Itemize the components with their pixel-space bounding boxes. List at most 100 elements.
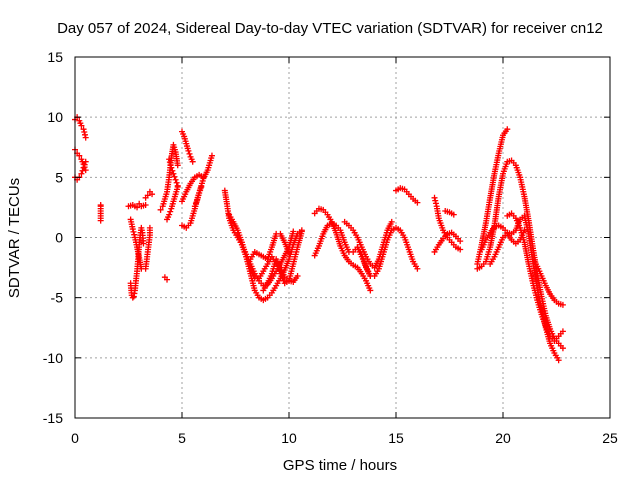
series-arc-ab [431,194,464,253]
data-point-interp [173,179,180,186]
data-point-interp [197,186,204,193]
data-point-interp [79,167,86,174]
y-axis-label: SDTVAR / TECUs [6,178,23,298]
data-point-interp [131,231,138,238]
series-arc-z [354,244,374,280]
series-arc-m [166,156,181,189]
data-point [170,170,177,177]
data-point-interp [432,200,439,207]
series-arc-w [311,220,421,280]
data-point [504,126,511,133]
x-tick-label: 0 [71,430,79,446]
data-point-interp [192,200,199,207]
data-point [290,228,297,235]
data-point [140,240,147,247]
series-arc-q [191,183,205,210]
data-point-interp [167,161,174,168]
data-point [559,328,566,335]
data-point [367,273,374,280]
series-arc-af [474,157,566,352]
series-arc-aj [529,256,566,308]
series-arc-y [341,218,395,271]
data-point [185,147,192,154]
data-point [559,301,566,308]
series-arc-n [179,128,196,165]
series-arc-g [127,216,145,272]
data-point-interp [166,159,173,166]
series-arc-k [157,141,181,213]
data-point-interp [186,150,193,157]
data-point [146,224,153,231]
x-tick-label: 10 [281,430,297,446]
data-point [191,203,198,210]
data-point [189,158,196,165]
data-point [129,226,136,233]
data-point [82,134,89,141]
data-point [200,174,207,181]
data-point [367,287,374,294]
x-tick-label: 5 [178,430,186,446]
data-point [97,217,104,224]
data-point [172,176,179,183]
data-point [166,211,173,218]
data-point [431,194,438,201]
data-point-interp [81,131,88,138]
data-point-interp [81,129,88,136]
x-tick-label: 20 [495,430,511,446]
data-point-interp [130,228,137,235]
y-tick-label: 15 [47,49,63,65]
data-point [142,202,149,209]
y-tick-label: 10 [47,109,63,125]
data-point [80,164,87,171]
series-arc-aa [393,185,421,206]
data-point [166,156,173,163]
series-arc-ad [442,208,457,218]
series-arc-h [142,224,153,272]
data-point [286,250,292,257]
series-arc-x [311,205,374,294]
data-point [414,265,421,272]
series-arc-e [125,200,149,211]
data-point-interp [81,161,88,168]
series-arc-ai [504,210,566,344]
data-point [450,211,457,218]
data-point [129,294,136,301]
series-arc-j [161,274,171,283]
series-arc-u [247,230,292,263]
data-point [298,228,305,235]
data-point [78,170,85,177]
y-tick-label: 0 [55,230,63,246]
data-point [198,183,205,190]
y-tick-label: -10 [43,350,63,366]
chart-title: Day 057 of 2024, Sidereal Day-to-day VTE… [57,20,603,37]
y-tick-label: 5 [55,169,63,185]
data-point-interp [169,167,176,174]
series-arc-ah [487,227,528,267]
x-tick-label: 15 [388,430,404,446]
series-arc-ac [431,229,464,255]
data-point [149,191,156,198]
series-arc-v [260,256,301,294]
data-point [134,204,141,211]
data-point [168,164,175,171]
axis-ticks: 0 5 10 15 20 25 -15 -10 -5 0 5 10 15 [43,49,618,446]
data-point [555,357,562,364]
data-point [388,218,395,225]
data-point [164,276,171,283]
data-point [78,122,85,129]
data-point [457,246,464,253]
y-tick-label: -5 [51,290,64,306]
data-point [174,162,181,169]
data-point [294,273,301,280]
data-point [82,158,89,165]
y-tick-label: -15 [43,410,63,426]
data-series [72,114,566,364]
series-arc-ae [474,126,511,267]
data-point [208,152,215,159]
data-point-interp [432,197,439,204]
data-point [80,126,87,133]
data-point [559,345,566,352]
data-point [196,189,203,196]
data-point [76,152,83,159]
